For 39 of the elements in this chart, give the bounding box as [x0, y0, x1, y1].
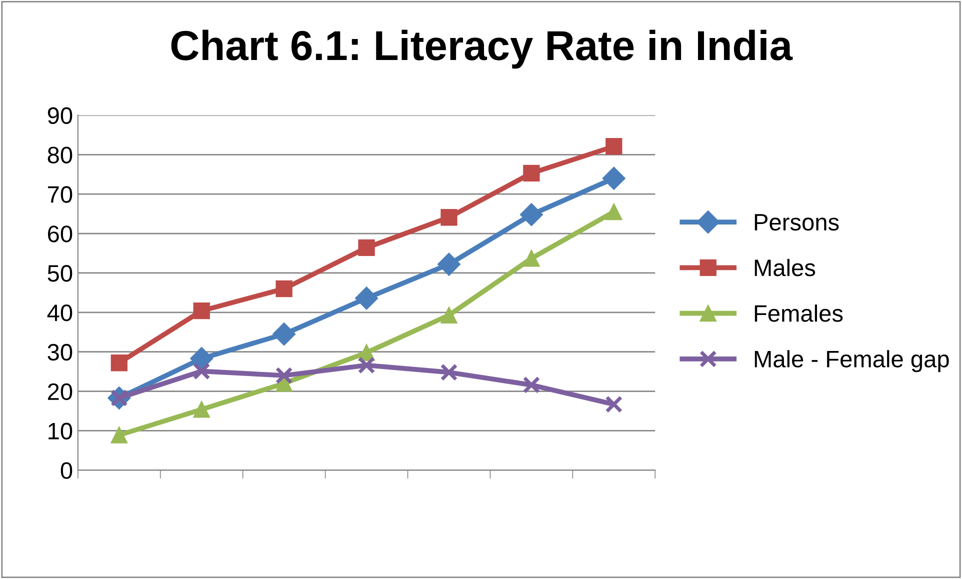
point	[192, 362, 210, 380]
y-tick-label: 80	[48, 146, 72, 164]
point	[440, 306, 458, 324]
point	[440, 364, 458, 382]
point	[275, 366, 293, 384]
point	[440, 209, 458, 226]
y-tick-label: 20	[48, 383, 72, 400]
y-tick-label: 50	[48, 265, 72, 282]
point	[193, 302, 210, 320]
point	[606, 138, 622, 155]
legend-label: Females	[754, 304, 843, 322]
y-tick-label: 10	[48, 422, 72, 440]
point	[523, 164, 540, 182]
y-tick-label: 60	[48, 226, 72, 242]
point	[520, 203, 543, 226]
point	[190, 347, 214, 370]
chart-title: Chart 6.1: Literacy Rate in India	[171, 30, 793, 69]
y-tick-label: 90	[48, 107, 72, 124]
point	[606, 204, 622, 220]
y-tick-label: 30	[48, 344, 72, 361]
point	[110, 426, 128, 444]
point	[355, 286, 378, 310]
legend-label: Males	[754, 258, 816, 276]
legend-label: Male - Female gap	[754, 350, 949, 372]
point	[358, 239, 375, 256]
point	[358, 356, 376, 374]
point	[602, 166, 626, 190]
point	[523, 250, 540, 267]
point	[276, 280, 292, 298]
point	[110, 354, 128, 372]
y-tick-label: 70	[48, 186, 72, 203]
legend-label: Persons	[754, 214, 839, 231]
point	[605, 396, 623, 413]
point	[522, 376, 540, 394]
y-tick-label: 40	[47, 304, 72, 322]
point	[437, 252, 460, 276]
point	[272, 322, 296, 346]
y-tick-label: 0	[60, 462, 72, 479]
point	[193, 401, 210, 418]
